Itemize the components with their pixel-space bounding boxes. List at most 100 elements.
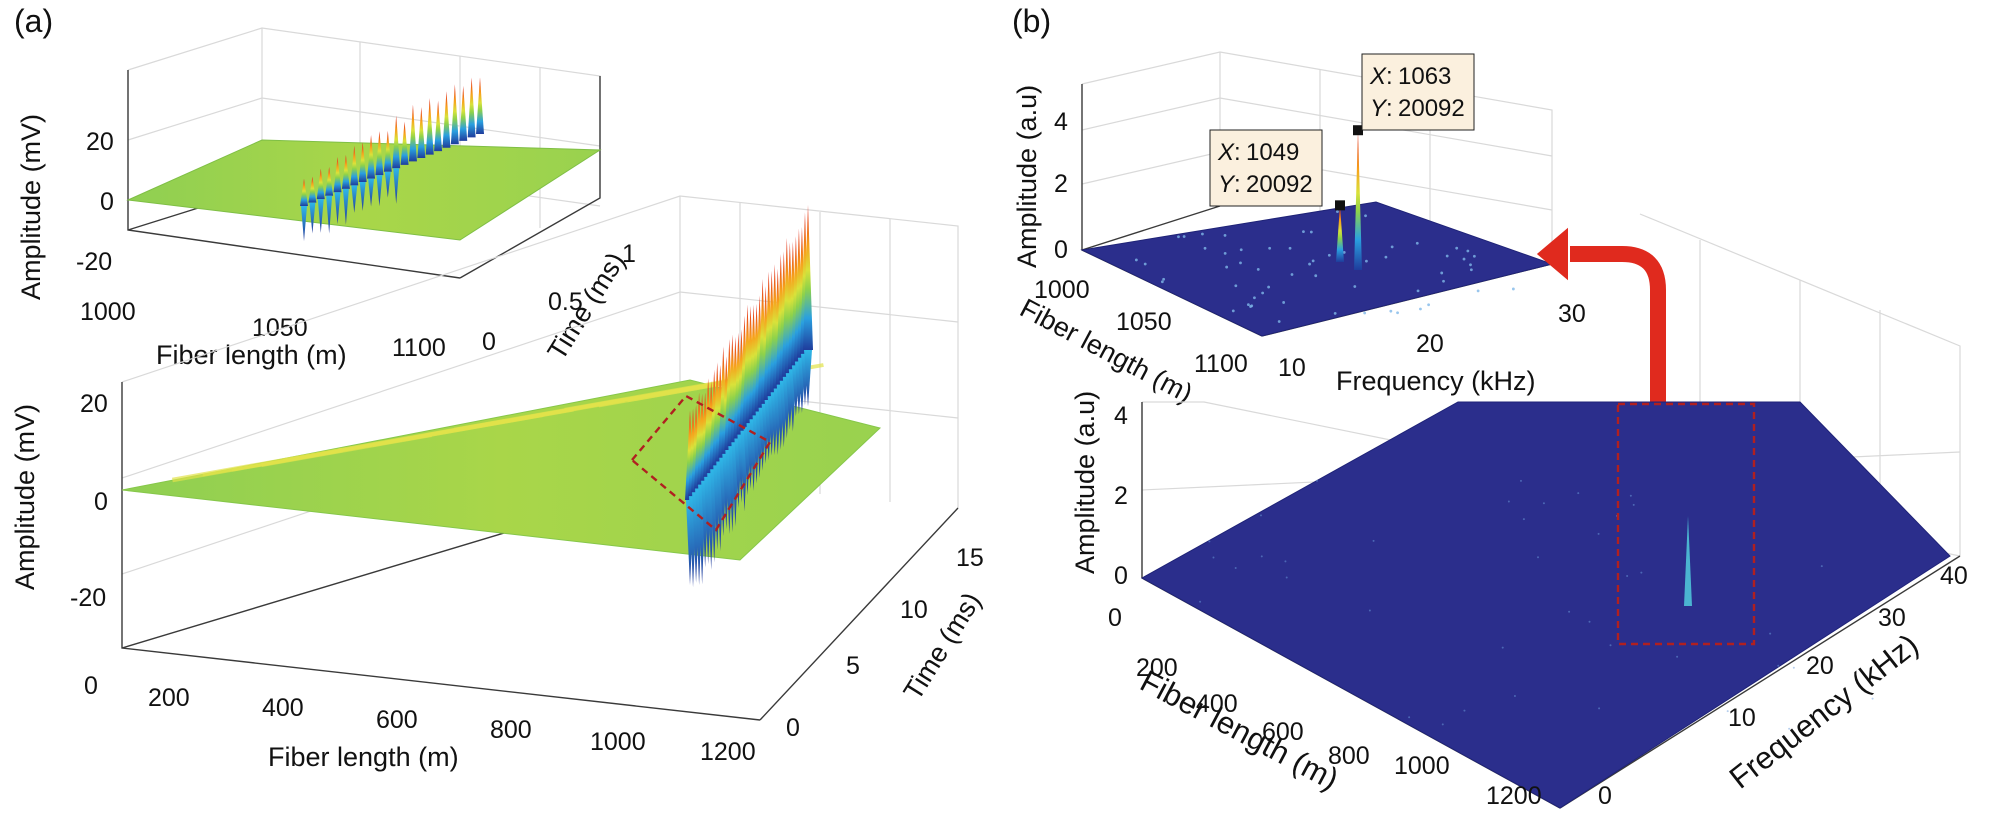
b-inset-noise-dot — [1466, 249, 1470, 253]
annotation-y-colon-1: : — [1234, 171, 1241, 198]
b-inset-noise-dot — [1333, 312, 1337, 315]
annotation-x-value-1: 1049 — [1246, 139, 1299, 166]
b-inset-noise-dot — [1288, 246, 1292, 250]
b-main-noise-dot — [1501, 646, 1504, 649]
a-main-z-label: Amplitude (mV) — [10, 404, 40, 590]
a-inset-z-tick-0: 0 — [100, 188, 114, 216]
b-inset-noise-dot — [1225, 265, 1229, 269]
b-main-x-tick-0: 0 — [1108, 604, 1122, 632]
a-main-z-tick-0: 0 — [94, 488, 108, 516]
annotation-x-key-2: X — [1369, 63, 1387, 90]
b-main-noise-dot — [1234, 566, 1237, 569]
b-inset-noise-dot — [1419, 307, 1422, 311]
annotation-x-value-2: 1063 — [1398, 63, 1451, 90]
b-main-peak-line — [1684, 516, 1692, 606]
b-main-z-label: Amplitude (a.u) — [1070, 391, 1100, 574]
zoom-arrow-head — [1536, 227, 1568, 281]
b-main-x-label: Fiber length (m) — [1135, 663, 1345, 797]
annotation-y-colon-2: : — [1386, 95, 1393, 122]
a-main-x-tick-0: 0 — [84, 672, 98, 700]
b-inset-noise-dot — [1309, 230, 1313, 234]
a-main-surface-stripes — [171, 363, 824, 483]
a-main-x-tick-1000: 1000 — [590, 728, 646, 756]
a-inset-peak-up — [400, 121, 409, 165]
a-inset-z-tick-20: 20 — [86, 128, 114, 156]
b-inset-noise-dot — [1267, 285, 1271, 289]
a-inset-peak-up — [467, 77, 476, 138]
b-main-noise-dot — [1284, 560, 1287, 563]
a-main-y-tick-15: 15 — [956, 544, 984, 572]
panel-a-label: (a) — [14, 3, 53, 39]
zoom-arrow — [1570, 246, 1666, 404]
b-inset-noise-dot — [1261, 291, 1265, 295]
b-inset-noise-dot — [1415, 241, 1419, 245]
a-inset-peak-down — [342, 188, 349, 225]
b-inset-noise-dot — [1308, 262, 1311, 266]
b-main-noise-dot — [1871, 697, 1874, 700]
a-inset-peak-down — [301, 206, 307, 242]
a-inset-x-tick-1000: 1000 — [80, 298, 136, 326]
a-main-peak-down — [804, 350, 812, 407]
b-main-y-tick-0: 0 — [1598, 782, 1612, 810]
b-main-noise-dot — [1285, 576, 1288, 579]
b-inset-x-tick-10: 10 — [1278, 354, 1306, 382]
b-inset-noise-dot — [1314, 274, 1318, 278]
a-inset-peak-up — [459, 86, 468, 141]
b-main-noise-dot — [1640, 571, 1643, 574]
b-inset-noise-dot — [1445, 254, 1449, 258]
b-inset-peak-marker — [1353, 125, 1363, 136]
a-inset-peak-up — [375, 131, 384, 176]
b-inset-noise-dot — [1282, 301, 1286, 304]
b-main-noise-dot — [1769, 632, 1772, 635]
a-inset-peak-up — [308, 176, 317, 203]
b-main-y-tick-30: 30 — [1878, 604, 1906, 632]
a-inset-peak-up — [325, 166, 334, 196]
b-inset-noise-dot — [1223, 251, 1227, 255]
a-inset-peak-up — [333, 156, 342, 193]
b-inset-noise-dot — [1390, 245, 1394, 249]
b-inset-noise-dot — [1336, 210, 1339, 214]
annotation-box-2 — [1361, 53, 1475, 131]
b-main-noise-dot — [1820, 565, 1823, 568]
a-main-x-tick-200: 200 — [148, 684, 190, 712]
b-inset-noise — [1134, 210, 1515, 323]
b-inset-noise-dot — [1427, 303, 1431, 307]
a-inset-peak-down — [393, 168, 400, 204]
annotation-box-1 — [1209, 129, 1323, 207]
b-inset-noise-dot — [1363, 311, 1367, 315]
b-main-x-tick-200: 200 — [1136, 654, 1178, 682]
a-inset-peak-down — [326, 195, 333, 234]
b-main-noise-dot — [1259, 514, 1262, 517]
b-main-x-tick-1000: 1000 — [1394, 752, 1450, 780]
b-main-x-tick-600: 600 — [1262, 718, 1304, 746]
b-inset-noise-dot — [1234, 284, 1238, 288]
a-main-peak-up — [803, 204, 813, 350]
b-main-noise-dot — [1260, 555, 1263, 558]
b-inset-y-tick-1100: 1100 — [1194, 350, 1248, 378]
b-inset-noise-dot — [1160, 280, 1164, 284]
b-main-y-tick-40: 40 — [1940, 562, 1968, 590]
b-inset-noise-dot — [1143, 262, 1147, 266]
chart-a-inset: 20 0 -20 1000 1050 1100 0 0.5 1 Amplitud… — [16, 27, 636, 370]
b-inset-noise-dot — [1442, 279, 1445, 283]
a-inset-y-tick-0: 0 — [482, 328, 496, 356]
b-inset-noise-dot — [1389, 309, 1393, 313]
a-main-z-tick-neg20: -20 — [70, 584, 106, 612]
b-inset-noise-dot — [1203, 246, 1207, 250]
b-main-noise-dot — [1542, 502, 1545, 505]
a-inset-vibration-peaks — [300, 77, 484, 242]
b-inset-noise-dot — [1396, 311, 1399, 315]
b-main-noise-dot — [1788, 727, 1791, 730]
b-inset-x-label: Frequency (kHz) — [1336, 366, 1536, 396]
b-main-noise-dot — [1507, 500, 1510, 503]
b-inset-noise-dot — [1134, 258, 1138, 262]
b-inset-noise-dot — [1268, 246, 1272, 250]
a-main-x-tick-800: 800 — [490, 716, 532, 744]
b-inset-noise-dot — [1231, 309, 1235, 313]
b-inset-noise-dot — [1327, 253, 1331, 257]
b-main-noise-dot — [1537, 556, 1540, 559]
b-main-noise-dot — [1513, 694, 1516, 697]
b-inset-x-tick-20: 20 — [1416, 330, 1444, 358]
b-main-y-tick-20: 20 — [1806, 652, 1834, 680]
